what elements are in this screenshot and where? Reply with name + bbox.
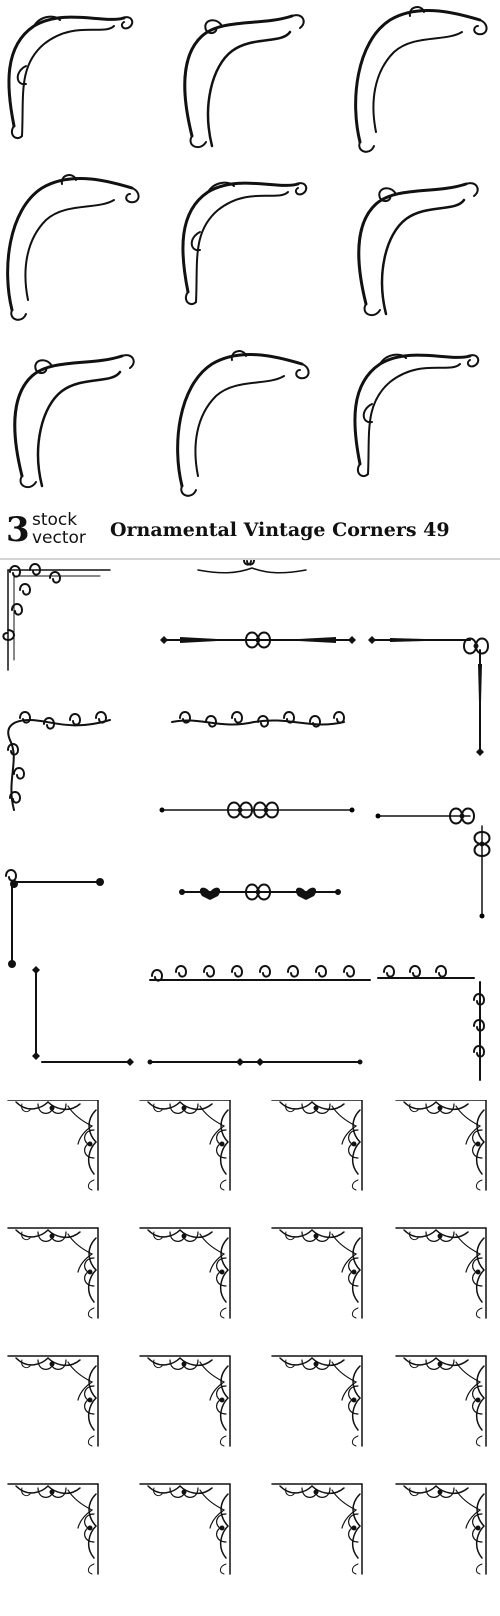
filigree-corners-grid [0,1100,500,1616]
swirl-corner-1 [7,15,134,140]
swirl-corner-2 [183,13,306,149]
page-title: Ornamental Vintage Corners 49 [110,519,450,541]
filigree-corner-10 [139,1355,231,1447]
dot-corner [5,869,104,968]
large-swirl-corners-grid [0,0,500,500]
vine-corner [7,711,111,811]
divider-curl-row [149,965,371,982]
filigree-corner-6 [139,1227,231,1319]
swirl-corner-9 [353,353,480,478]
filigree-corner-11 [271,1355,363,1447]
spear-corner-right [368,636,489,756]
filigree-corner-14 [139,1483,231,1575]
filigree-corner-3 [271,1100,363,1191]
swirl-corner-5 [181,181,308,306]
filigree-corner-4 [395,1100,487,1191]
divider-heart [179,883,341,901]
spear-corner-bottom-left [32,966,134,1066]
scroll-corner-right [375,807,491,919]
divider-diamond-bottom [147,1058,363,1066]
filigree-corner-2 [139,1100,231,1191]
logo-word-stock: stock [32,510,78,530]
curl-corner-right [377,965,485,1081]
divider-small-top [197,560,307,574]
logo-word-vector: vector [32,528,86,548]
filigree-corner-15 [271,1483,363,1575]
divider-scroll-center [159,801,355,819]
swirl-corner-7 [13,353,136,489]
filigree-corner-13 [7,1483,99,1575]
filigree-corner-9 [7,1355,99,1447]
swirl-corner-3 [354,5,489,154]
divider-diamond-long [160,631,356,649]
title-banner: 3 stock vector Ornamental Vintage Corner… [0,500,500,560]
stockvector-logo: 3 stock vector [6,508,102,552]
ornate-corner-top-left [2,563,111,671]
swirl-corner-8 [176,349,311,498]
filigree-corner-16 [395,1483,487,1575]
logo-number: 3 [6,510,30,550]
swirl-corner-6 [357,181,480,317]
filigree-corner-5 [7,1227,99,1319]
filigree-corner-12 [395,1355,487,1447]
filigree-corner-8 [395,1227,487,1319]
filigree-corner-7 [271,1227,363,1319]
dividers-and-line-corners [0,560,500,1100]
swirl-corner-4 [6,173,141,322]
divider-vine [171,711,345,728]
filigree-corner-1 [7,1100,99,1191]
